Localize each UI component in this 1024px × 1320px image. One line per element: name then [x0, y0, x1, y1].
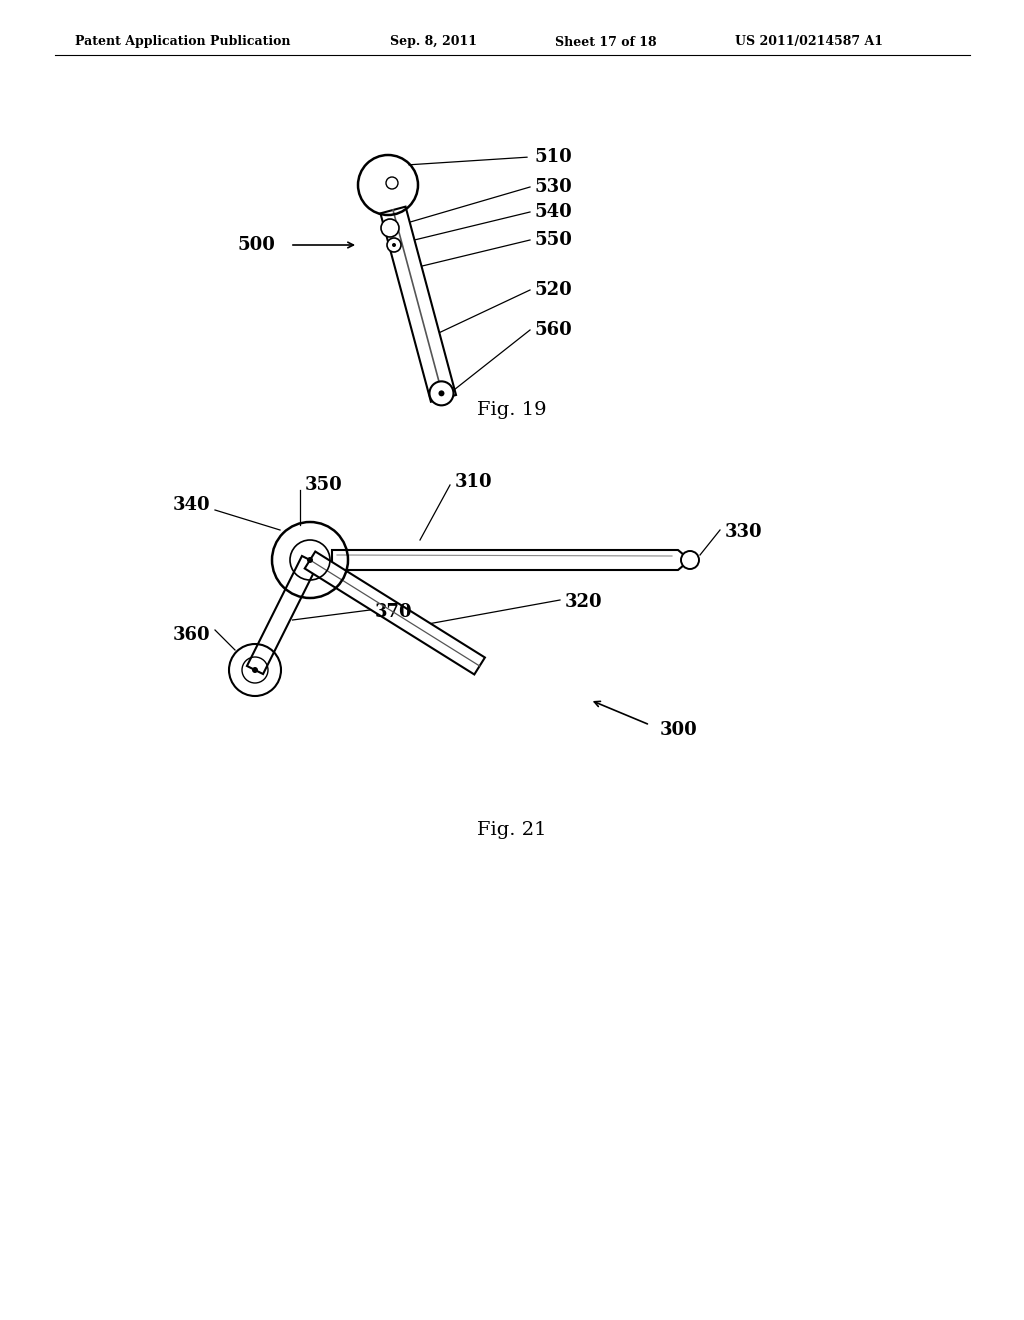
Text: 310: 310	[455, 473, 493, 491]
Circle shape	[438, 391, 444, 396]
Text: 340: 340	[172, 496, 210, 513]
Text: 550: 550	[535, 231, 572, 249]
Text: Fig. 21: Fig. 21	[477, 821, 547, 840]
Text: 370: 370	[375, 603, 413, 620]
Circle shape	[386, 177, 398, 189]
Text: Sep. 8, 2011: Sep. 8, 2011	[390, 36, 477, 49]
Text: Patent Application Publication: Patent Application Publication	[75, 36, 291, 49]
Circle shape	[387, 238, 401, 252]
Text: 510: 510	[535, 148, 572, 166]
Text: 360: 360	[172, 626, 210, 644]
Polygon shape	[381, 207, 456, 401]
Polygon shape	[247, 556, 318, 675]
Text: 540: 540	[535, 203, 572, 220]
Circle shape	[681, 550, 699, 569]
Text: 530: 530	[535, 178, 572, 195]
Polygon shape	[305, 552, 485, 675]
Text: 320: 320	[565, 593, 603, 611]
Text: 500: 500	[238, 236, 275, 253]
Text: Fig. 19: Fig. 19	[477, 401, 547, 418]
Text: 560: 560	[535, 321, 572, 339]
Circle shape	[429, 381, 454, 405]
Circle shape	[252, 667, 258, 673]
Circle shape	[392, 243, 396, 247]
Polygon shape	[332, 550, 690, 570]
Text: 350: 350	[305, 477, 343, 494]
Text: 520: 520	[535, 281, 572, 300]
Text: US 2011/0214587 A1: US 2011/0214587 A1	[735, 36, 883, 49]
Text: Sheet 17 of 18: Sheet 17 of 18	[555, 36, 656, 49]
Circle shape	[381, 219, 399, 238]
Circle shape	[307, 557, 313, 564]
Text: 330: 330	[725, 523, 763, 541]
Text: 300: 300	[660, 721, 697, 739]
